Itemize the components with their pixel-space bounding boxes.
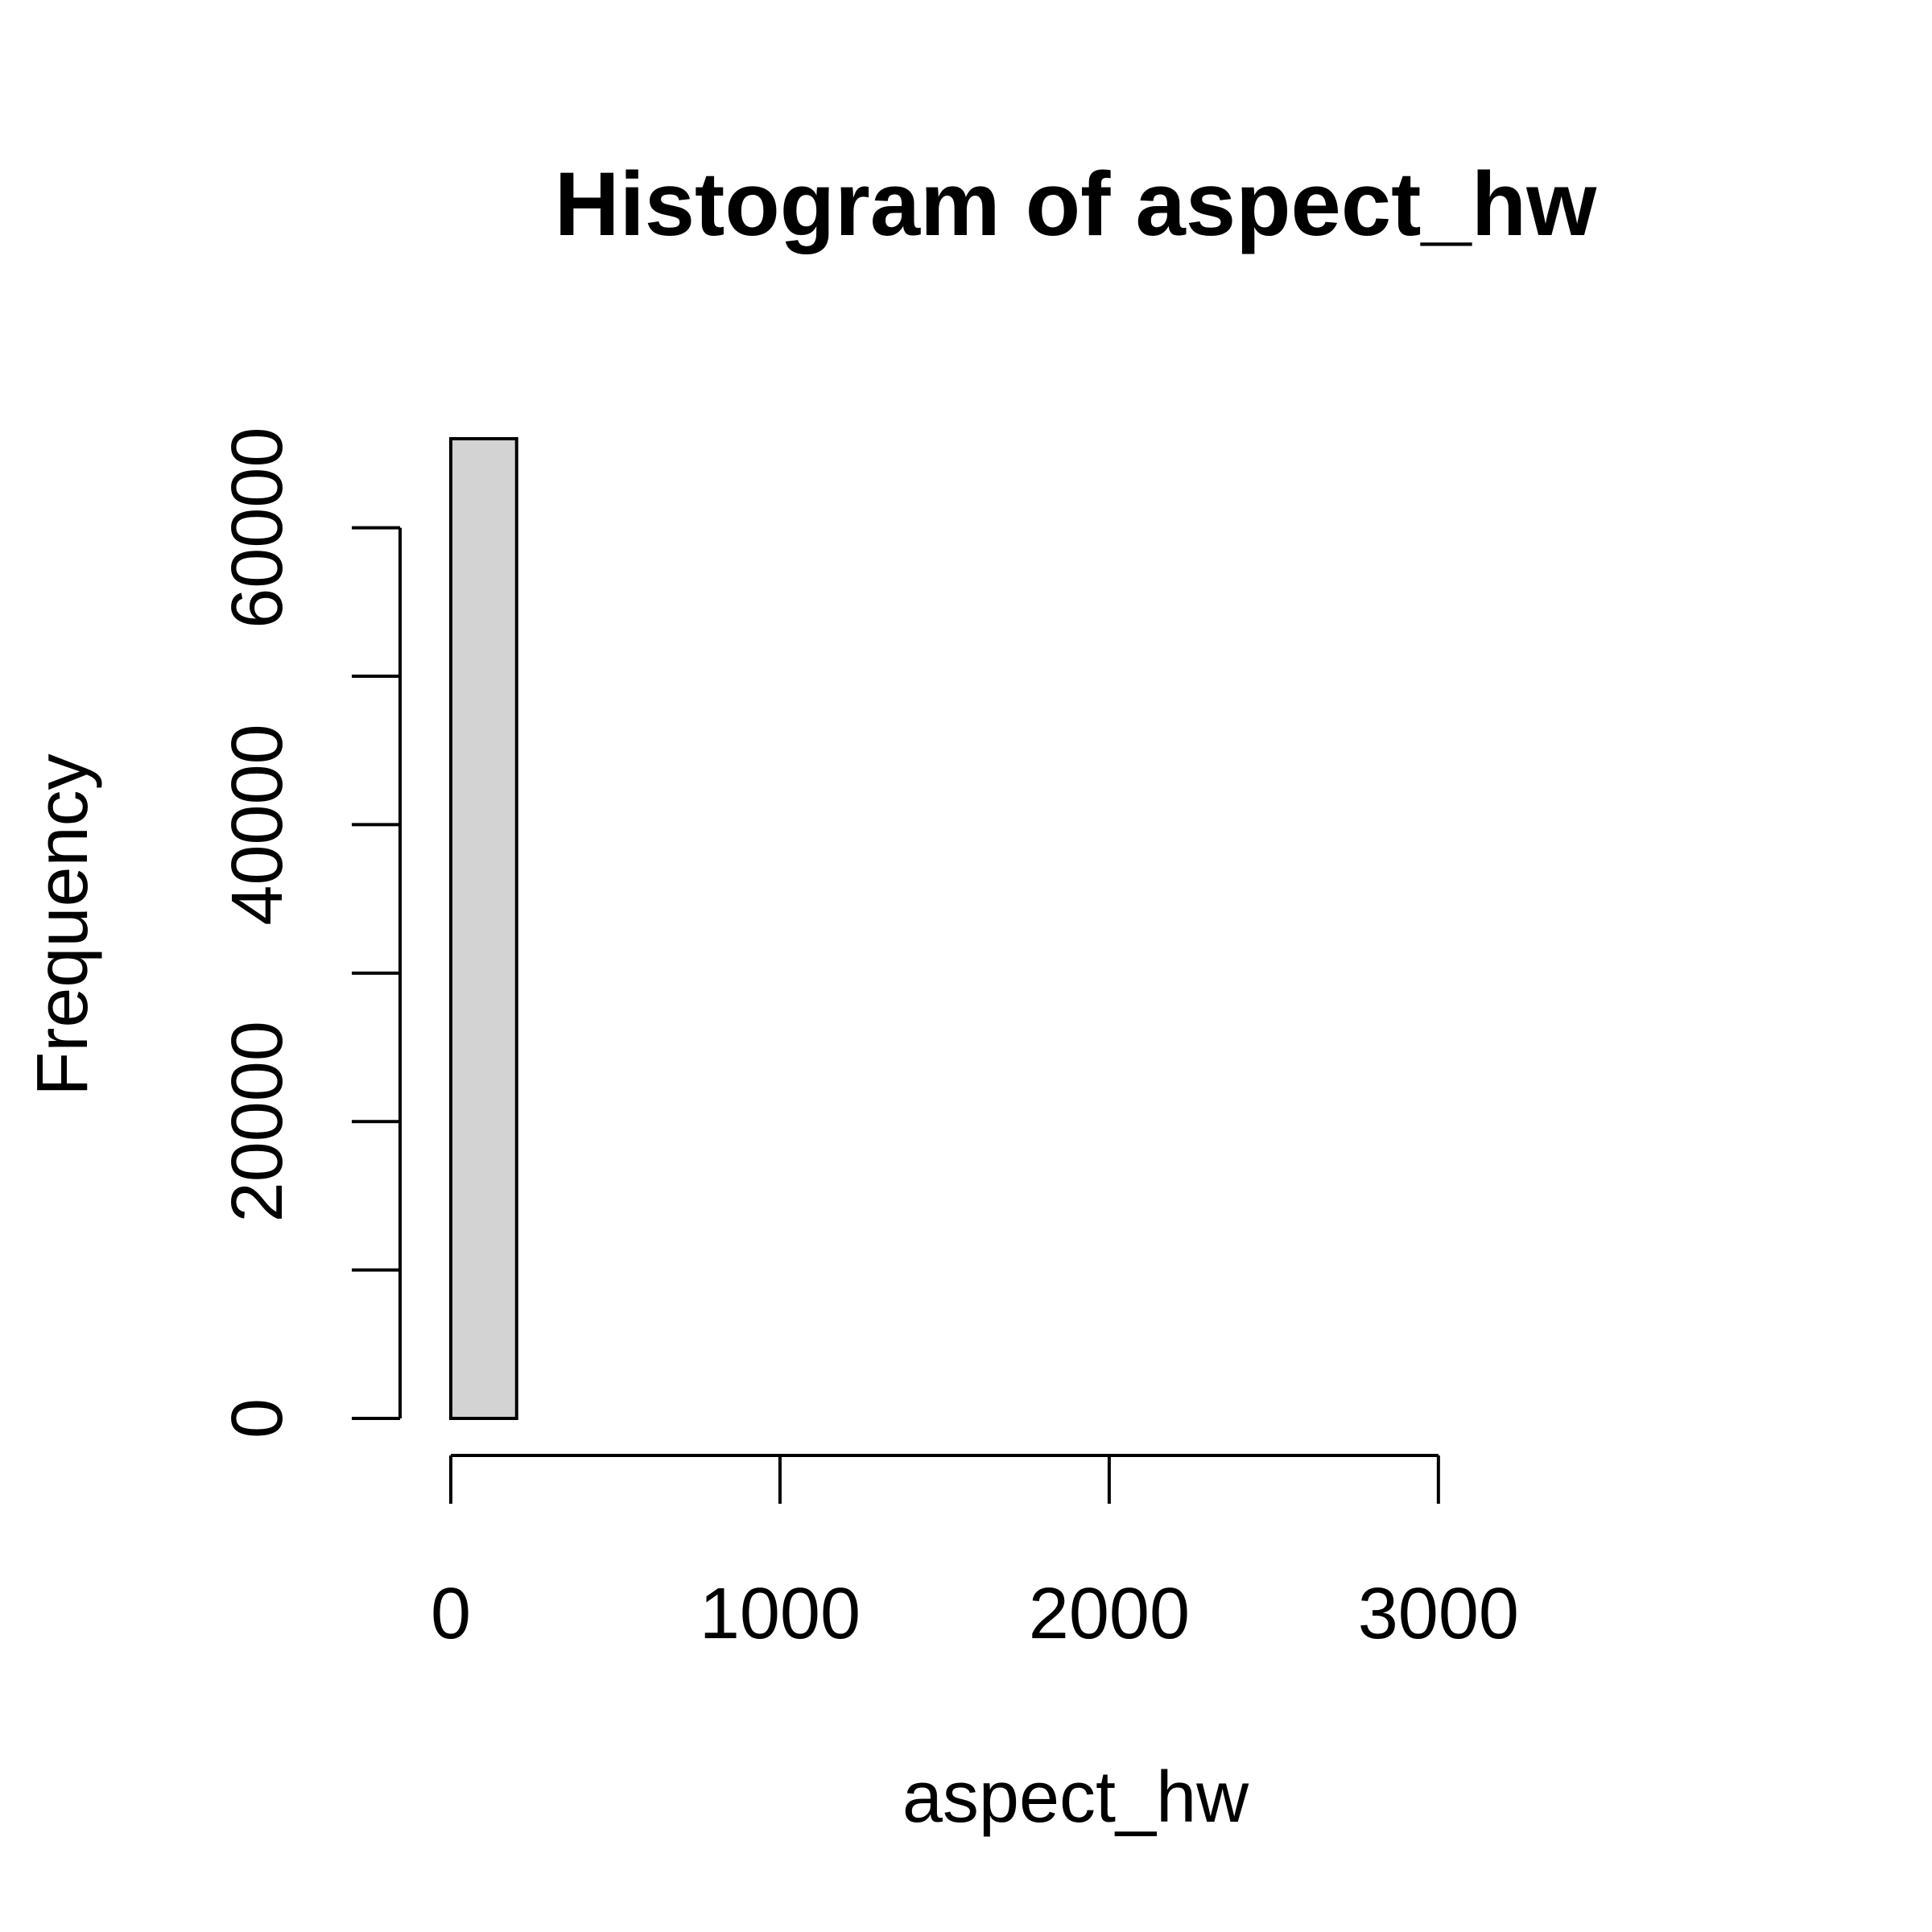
chart-title: Histogram of aspect_hw <box>555 154 1597 254</box>
x-tick-label-0: 0 <box>431 1574 471 1654</box>
y-tick-label-6: 60000 <box>217 427 298 628</box>
x-tick-label-2: 2000 <box>1029 1574 1190 1654</box>
y-tick-label-2: 20000 <box>217 1021 298 1222</box>
histogram-bar-0 <box>449 437 518 1420</box>
x-tick-label-3: 3000 <box>1358 1574 1519 1654</box>
x-axis-label: aspect_hw <box>902 1757 1249 1838</box>
x-tick-label-1: 1000 <box>700 1574 861 1654</box>
y-tick-label-4: 40000 <box>217 724 298 925</box>
y-axis: 0 20000 40000 60000 <box>217 427 402 1439</box>
histogram-bars <box>449 437 518 1420</box>
y-tick-label-0: 0 <box>217 1398 298 1439</box>
x-axis: 0 1000 2000 3000 <box>431 1454 1519 1654</box>
y-axis-label: Frequency <box>23 753 103 1096</box>
